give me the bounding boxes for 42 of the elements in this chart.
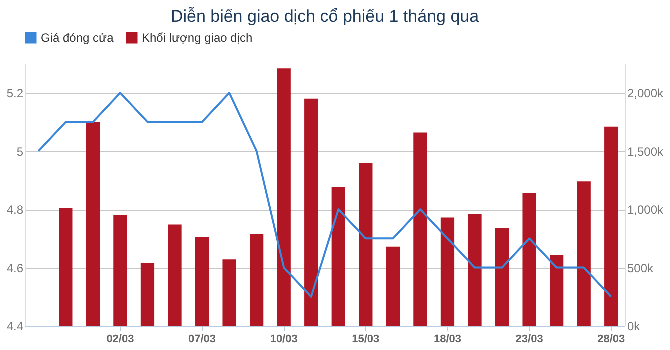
- y-tick-label: 4.4: [6, 320, 24, 334]
- x-tick-label: 18/03: [434, 334, 462, 346]
- bar: [468, 214, 482, 326]
- bar: [195, 238, 210, 326]
- x-tick-label: 02/03: [106, 334, 134, 346]
- y2-tick-label: 1,500k: [628, 144, 665, 159]
- bar: [304, 98, 318, 326]
- bar: [59, 208, 73, 326]
- bar: [440, 218, 455, 326]
- y-tick-label: 4.6: [6, 261, 24, 276]
- bar: [414, 132, 428, 326]
- bar: [577, 182, 591, 326]
- bar: [359, 162, 373, 326]
- legend-label: Khối lượng giao dịch: [142, 31, 253, 45]
- bar: [277, 68, 291, 326]
- chart-title: Diễn biến giao dịch cổ phiếu 1 tháng qua: [170, 7, 480, 26]
- bar: [140, 263, 155, 326]
- y2-tick-label: 2,000k: [628, 86, 665, 101]
- bar: [604, 126, 618, 326]
- bar: [250, 234, 264, 326]
- x-tick-label: 07/03: [188, 334, 216, 346]
- y-tick-label: 5: [16, 144, 24, 159]
- y-tick-label: 4.8: [6, 203, 24, 218]
- y2-tick-label: 0k: [628, 320, 642, 334]
- bar: [550, 254, 564, 326]
- x-tick-label: 23/03: [516, 334, 544, 346]
- line-series: [38, 92, 612, 298]
- x-tick-label: 10/03: [270, 334, 298, 346]
- y-tick-label: 5.2: [6, 86, 24, 101]
- bar: [114, 215, 128, 326]
- y2-tick-label: 500k: [628, 261, 655, 276]
- bar: [86, 122, 100, 326]
- bar: [222, 260, 236, 326]
- bar: [495, 228, 510, 326]
- bar: [386, 246, 400, 326]
- x-tick-label: 15/03: [352, 334, 380, 346]
- bar: [168, 224, 182, 326]
- bar: [522, 193, 536, 326]
- y2-tick-label: 1,000k: [628, 203, 665, 218]
- bar: [332, 187, 346, 326]
- x-tick-label: 28/03: [598, 334, 626, 346]
- legend-label: Giá đóng cửa: [41, 31, 114, 45]
